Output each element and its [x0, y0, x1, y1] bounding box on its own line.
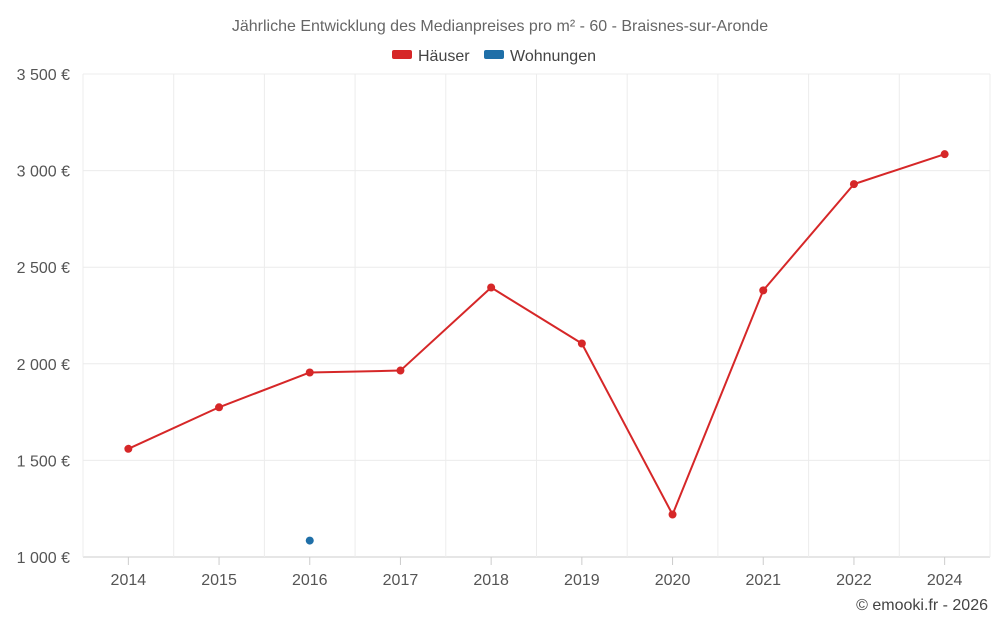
legend: Häuser Wohnungen	[392, 48, 596, 65]
data-point-haeuser-2014[interactable]	[124, 444, 133, 453]
data-point-haeuser-2016[interactable]	[305, 368, 314, 377]
x-tick-label: 2021	[745, 572, 781, 589]
x-tick-label: 2014	[111, 572, 147, 589]
y-tick-label: 2 500 €	[17, 260, 70, 277]
data-point-haeuser-2015[interactable]	[215, 403, 224, 412]
y-tick-label: 3 000 €	[17, 164, 70, 181]
data-point-haeuser-2018[interactable]	[487, 283, 496, 292]
y-tick-label: 1 500 €	[17, 453, 70, 470]
x-tick-label: 2016	[292, 572, 328, 589]
data-point-wohnungen-2016[interactable]	[305, 536, 314, 545]
x-axis: 2014 2015 2016 2017 2018 2019 2020 2021 2022 2024	[111, 557, 963, 589]
data-point-haeuser-2021[interactable]	[759, 286, 768, 295]
data-point-haeuser-2020[interactable]	[668, 510, 677, 519]
data-point-haeuser-2019[interactable]	[577, 339, 586, 348]
x-tick-label: 2022	[836, 572, 872, 589]
series-layer	[124, 150, 949, 545]
x-tick-label: 2017	[383, 572, 419, 589]
gridlines	[82, 73, 991, 558]
y-tick-label: 3 500 €	[17, 67, 70, 84]
chart-title: Jährliche Entwicklung des Medianpreises …	[232, 18, 768, 35]
copyright-credit: © emooki.fr - 2026	[856, 597, 988, 614]
legend-swatch-haeuser	[392, 50, 412, 59]
data-point-haeuser-2024[interactable]	[940, 150, 949, 159]
y-axis: 1 000 € 1 500 € 2 000 € 2 500 € 3 000 € 3 500…	[17, 67, 70, 567]
data-point-haeuser-2022[interactable]	[849, 180, 858, 189]
y-tick-label: 1 000 €	[17, 550, 70, 567]
y-tick-label: 2 000 €	[17, 357, 70, 374]
legend-swatch-wohnungen	[484, 50, 504, 59]
series-line-haeuser	[127, 153, 945, 516]
x-tick-label: 2019	[564, 572, 600, 589]
legend-label-wohnungen: Wohnungen	[510, 48, 596, 65]
x-tick-label: 2015	[201, 572, 237, 589]
legend-label-haeuser: Häuser	[418, 48, 470, 65]
x-tick-label: 2020	[655, 572, 691, 589]
legend-item-wohnungen[interactable]: Wohnungen	[484, 48, 596, 65]
x-tick-label: 2024	[927, 572, 963, 589]
data-point-haeuser-2017[interactable]	[396, 366, 405, 375]
x-tick-label: 2018	[473, 572, 509, 589]
legend-item-haeuser[interactable]: Häuser	[392, 48, 470, 65]
